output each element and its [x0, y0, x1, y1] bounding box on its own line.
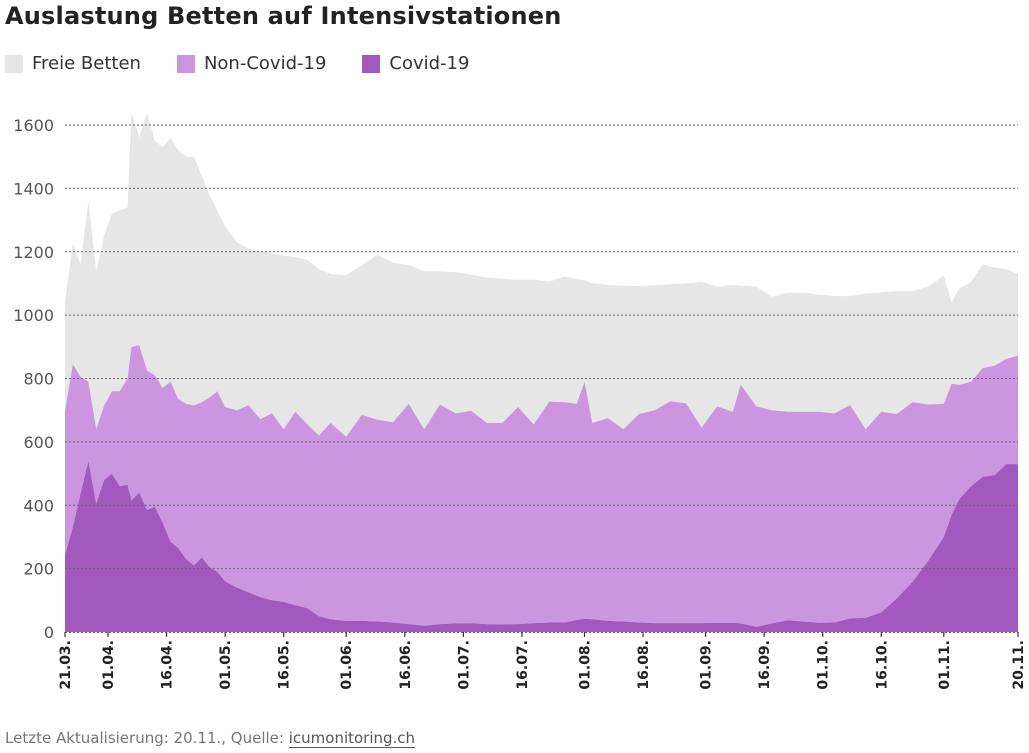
x-tick-label: 16.08.: [636, 640, 652, 690]
x-tick-label: 16.06.: [398, 640, 414, 690]
source-link[interactable]: icumonitoring.ch: [288, 729, 416, 748]
x-tick-label: 21.03.: [58, 640, 74, 690]
x-tick-label: 01.04.: [101, 640, 117, 690]
y-tick-label: 1400: [13, 179, 54, 198]
area-freie-betten: [65, 112, 1018, 437]
legend-label: Non-Covid-19: [203, 53, 327, 74]
y-tick-label: 1600: [13, 116, 54, 135]
y-tick-label: 200: [23, 560, 54, 579]
footer: Letzte Aktualisierung: 20.11., Quelle: i…: [5, 729, 416, 748]
x-tick-label: 16.07.: [515, 640, 531, 690]
legend-label: Covid-19: [389, 53, 470, 74]
x-tick-label: 16.04.: [160, 640, 176, 690]
y-tick-label: 600: [23, 433, 54, 452]
y-tick-label: 1000: [13, 306, 54, 325]
y-tick-label: 1200: [13, 243, 54, 262]
footer-text: Letzte Aktualisierung: 20.11., Quelle:: [5, 729, 289, 747]
x-tick-label: 01.09.: [699, 640, 715, 690]
legend-swatch-free-beds: [5, 54, 23, 73]
y-tick-label: 800: [23, 370, 54, 389]
x-tick-label: 01.11.: [937, 640, 953, 690]
x-tick-label: 01.08.: [577, 640, 593, 690]
x-tick-label: 01.07.: [456, 640, 472, 690]
chart-title: Auslastung Betten auf Intensivstationen: [5, 2, 562, 30]
legend-item-covid: Covid-19: [362, 53, 469, 74]
x-tick-label: 01.06.: [339, 640, 355, 690]
x-tick-label: 16.10.: [874, 640, 890, 690]
legend-swatch-non-covid: [176, 54, 195, 73]
x-tick-label: 16.09.: [757, 640, 773, 690]
legend: Freie Betten Non-Covid-19 Covid-19: [5, 53, 505, 74]
legend-item-free-beds: Freie Betten: [5, 53, 141, 74]
legend-label: Freie Betten: [32, 53, 141, 74]
x-tick-label: 01.05.: [218, 640, 234, 690]
x-tick-label: 20.11.: [1011, 640, 1027, 690]
x-tick-label: 16.05.: [277, 640, 293, 690]
y-tick-label: 0: [44, 623, 54, 642]
area-non-covid-19: [65, 345, 1018, 627]
legend-swatch-covid: [362, 54, 381, 73]
legend-item-non-covid: Non-Covid-19: [176, 53, 327, 74]
x-tick-label: 01.10.: [816, 640, 832, 690]
y-tick-label: 400: [23, 496, 54, 515]
area-covid-19: [65, 460, 1018, 632]
